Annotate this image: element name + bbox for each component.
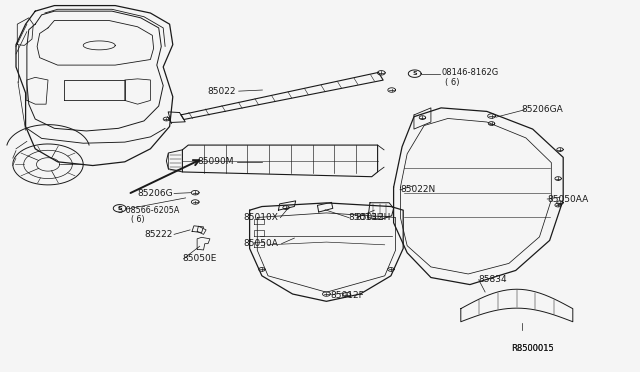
Text: ( 6): ( 6): [445, 78, 460, 87]
Text: 85013H: 85013H: [349, 213, 384, 222]
Text: S: S: [117, 206, 122, 211]
Text: 85022N: 85022N: [400, 185, 435, 194]
Text: 85206G: 85206G: [137, 189, 173, 198]
Text: R8500015: R8500015: [511, 344, 554, 353]
Text: S: S: [412, 71, 417, 76]
Text: 85012H: 85012H: [355, 213, 390, 222]
Text: S 08566-6205A: S 08566-6205A: [118, 206, 180, 215]
Text: 85206GA: 85206GA: [522, 105, 563, 114]
Text: 85834: 85834: [479, 275, 508, 284]
Text: 85012F: 85012F: [330, 291, 364, 300]
Text: ( 6): ( 6): [131, 215, 145, 224]
Text: 85090M: 85090M: [197, 157, 234, 166]
Text: R8500015: R8500015: [511, 344, 554, 353]
Text: 85022: 85022: [207, 87, 236, 96]
Text: 85222: 85222: [145, 230, 173, 239]
Text: 08146-8162G: 08146-8162G: [442, 68, 499, 77]
Text: 85050AA: 85050AA: [547, 195, 588, 203]
Text: 85050A: 85050A: [244, 239, 278, 248]
Text: 85050E: 85050E: [182, 254, 217, 263]
Text: 85010X: 85010X: [244, 213, 278, 222]
